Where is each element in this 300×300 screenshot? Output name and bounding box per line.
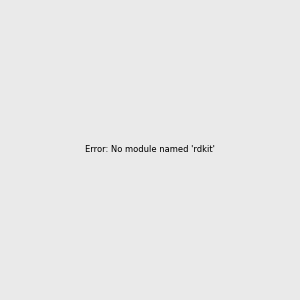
Text: Error: No module named 'rdkit': Error: No module named 'rdkit' (85, 146, 215, 154)
